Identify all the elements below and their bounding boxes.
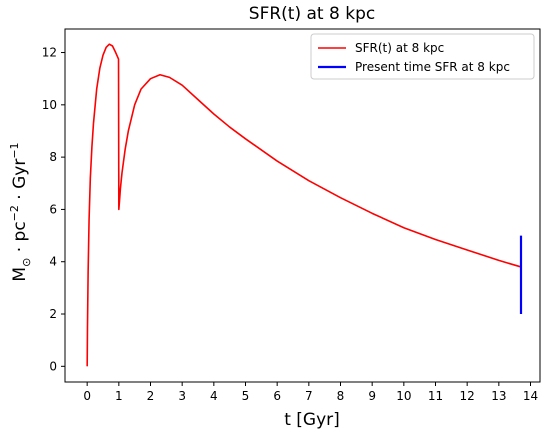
x-tick-label: 11 [428, 389, 443, 403]
plot-frame [64, 28, 541, 383]
x-tick-label: 9 [368, 389, 376, 403]
x-tick-label: 2 [147, 389, 155, 403]
x-tick-label: 10 [396, 389, 411, 403]
y-label-part: −1 [8, 142, 21, 158]
series-line-1 [86, 43, 522, 367]
x-tick-label: 6 [273, 389, 281, 403]
x-tick-label: 14 [523, 389, 538, 403]
x-tick-label: 13 [491, 389, 506, 403]
y-tick-label: 6 [49, 202, 57, 216]
y-tick-label: 8 [49, 150, 57, 164]
x-tick-label: 4 [210, 389, 218, 403]
y-axis: 0 2 4 6 8 10 12 [42, 46, 65, 373]
y-tick-label: 0 [49, 359, 57, 373]
legend-label: Present time SFR at 8 kpc [355, 60, 510, 74]
y-tick-label: 10 [42, 98, 57, 112]
x-tick-label: 7 [305, 389, 313, 403]
x-axis: 0 1 2 3 4 5 6 7 8 9 10 11 12 13 14 [83, 382, 538, 403]
y-label-part: ⊙ [20, 258, 33, 267]
legend: SFR(t) at 8 kpc Present time SFR at 8 kpc [310, 33, 535, 80]
x-tick-label: 1 [115, 389, 123, 403]
x-tick-label: 0 [83, 389, 91, 403]
y-tick-label: 4 [49, 255, 57, 269]
x-axis-label: t [Gyr] [284, 410, 340, 430]
x-tick-label: 3 [178, 389, 186, 403]
y-label-part: · Gyr [10, 159, 30, 205]
legend-box [310, 33, 535, 80]
y-tick-label: 12 [42, 46, 57, 60]
plot-area [64, 28, 541, 383]
y-label-part: −2 [8, 205, 21, 221]
y-axis-label: M⊙ · pc−2 · Gyr−1 [8, 142, 33, 281]
y-label-part: · pc [10, 221, 30, 257]
x-tick-label: 5 [242, 389, 250, 403]
y-tick-label: 2 [49, 307, 57, 321]
x-tick-label: 12 [460, 389, 475, 403]
x-tick-label: 8 [337, 389, 345, 403]
chart-title: SFR(t) at 8 kpc [249, 4, 375, 24]
y-label-part: M [10, 267, 30, 282]
legend-label: SFR(t) at 8 kpc [355, 41, 444, 55]
